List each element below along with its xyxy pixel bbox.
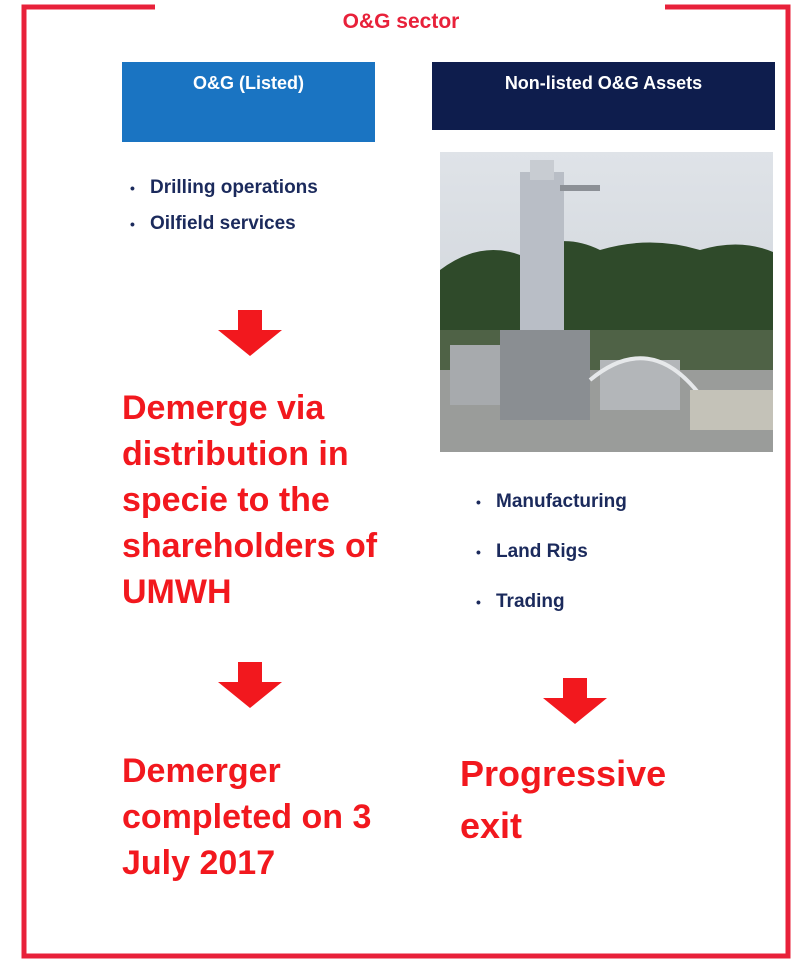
step-text: Progressive exit xyxy=(460,753,667,846)
arrow xyxy=(543,678,607,724)
frame-border xyxy=(21,4,791,959)
column-header: Non-listed O&G Assets xyxy=(432,62,775,130)
bullet-list: Drilling operations Oilfield services xyxy=(126,176,346,236)
photo xyxy=(440,152,773,452)
bullet-list: Manufacturing Land Rigs Trading xyxy=(472,490,732,614)
bullet: Land Rigs xyxy=(472,540,732,564)
step-text: Demerge via distribution in specie to th… xyxy=(122,389,378,611)
step-text: Demerger completed on 3 July 2017 xyxy=(122,752,372,882)
bullet: Manufacturing xyxy=(472,490,732,514)
arrow xyxy=(218,662,282,708)
arrows xyxy=(218,310,607,724)
arrow xyxy=(218,310,282,356)
bullet: Drilling operations xyxy=(126,176,346,200)
bullet: Oilfield services xyxy=(126,212,346,236)
column-header: O&G (Listed) xyxy=(122,62,375,142)
title: O&G sector xyxy=(342,10,460,33)
bullet: Trading xyxy=(472,590,732,614)
